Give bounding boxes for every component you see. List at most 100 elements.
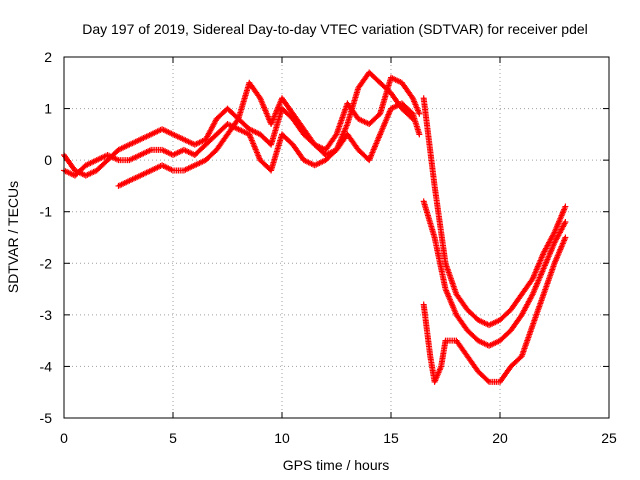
data-point-trail: [301, 127, 317, 147]
y-axis-label: SDTVAR / TECUs: [5, 181, 21, 293]
data-point-trail: [247, 126, 262, 137]
data-point-trail: [171, 132, 186, 142]
y-tick-labels: -5 -4 -3 -2 -1 0 1 2: [40, 49, 53, 426]
data-point-trail: [182, 147, 197, 158]
data-point-trail: [280, 106, 295, 121]
data-point-trail: [138, 147, 153, 158]
data-point-trail: [149, 163, 164, 173]
data-point-trail: [280, 132, 295, 147]
data-point-trail: [443, 287, 459, 317]
data-point-trail: [356, 70, 372, 90]
data-point-trail: [235, 81, 252, 121]
data-point-trail: [193, 137, 208, 147]
data-point-trail: [279, 96, 295, 116]
grid: [64, 57, 609, 418]
data-point-trail: [432, 364, 444, 384]
data-point-trail: [541, 241, 557, 270]
chart-title: Day 197 of 2019, Sidereal Day-to-day VTE…: [82, 21, 588, 37]
data-point-trail: [268, 132, 285, 172]
data-point-trail: [149, 126, 164, 137]
data-point-trail: [344, 86, 361, 126]
data-point-trail: [334, 101, 350, 136]
data-point-trail: [476, 369, 491, 384]
data-point-trail: [323, 132, 339, 152]
data-point-trail: [519, 323, 536, 358]
data-point-trail: [171, 147, 186, 158]
axis-ticks: [63, 56, 610, 419]
data-point-trail: [73, 163, 88, 178]
data-point-trail: [160, 163, 175, 173]
data-point-trail: [160, 147, 175, 158]
data-point-trail: [431, 184, 449, 265]
data-point-trail: [313, 157, 328, 168]
data-point-trail: [127, 137, 142, 147]
data-point-trail: [95, 152, 110, 163]
data-point-trail: [541, 230, 557, 255]
y-tick-label: -2: [40, 255, 53, 271]
x-tick-label: 25: [601, 430, 617, 446]
series-track-d: [420, 95, 569, 329]
data-point-trail: [324, 147, 338, 158]
data-point-trail: [508, 313, 524, 332]
x-tick-label: 20: [492, 430, 508, 446]
data-point-trail: [400, 101, 415, 116]
series-track-c: [115, 69, 416, 189]
data-point-trail: [193, 142, 208, 157]
data-point-trail: [378, 80, 393, 95]
data-point-trail: [84, 157, 99, 168]
data-point-trail: [367, 111, 382, 126]
data-point-trail: [290, 112, 306, 131]
data-point-trail: [509, 354, 524, 369]
data-point-trail: [487, 338, 502, 349]
data-point-trail: [290, 143, 306, 162]
data-point-trail: [443, 261, 459, 296]
data-point-trail: [476, 317, 491, 328]
data-point-trail: [541, 261, 557, 296]
data-point-trail: [203, 117, 219, 142]
data-point-trail: [94, 158, 110, 173]
data-point-trail: [487, 317, 502, 328]
data-point-trail: [465, 307, 480, 322]
data-point-trail: [127, 173, 142, 184]
data-point-trail: [61, 153, 77, 173]
data-point-trail: [552, 236, 568, 265]
x-tick-label: 10: [274, 430, 290, 446]
series-track-f: [420, 234, 569, 385]
series-track-e: [420, 198, 569, 349]
x-tick-labels: 0 5 10 15 20 25: [60, 430, 617, 446]
x-tick-label: 0: [60, 430, 68, 446]
y-tick-label: 1: [44, 101, 52, 117]
data-point-trail: [246, 132, 263, 162]
data-point-trail: [225, 117, 241, 136]
data-point-trail: [420, 303, 434, 358]
data-point-trail: [182, 137, 197, 147]
data-point-trail: [367, 70, 382, 85]
y-tick-label: -1: [40, 204, 53, 220]
data-point-trail: [389, 75, 404, 86]
plot-frame: [63, 56, 610, 419]
y-tick-label: 2: [44, 49, 52, 65]
data-point-trail: [530, 292, 547, 327]
x-tick-label: 5: [169, 430, 177, 446]
data-point-trail: [530, 251, 546, 281]
x-axis-label: GPS time / hours: [283, 457, 390, 473]
data-point-trail: [497, 364, 513, 384]
data-point-trail: [431, 236, 449, 291]
data-point-trail: [465, 354, 481, 374]
data-point-trail: [498, 328, 513, 343]
data-point-trail: [552, 205, 568, 234]
data-point-trail: [117, 178, 131, 189]
data-point-trail: [454, 313, 470, 332]
data-point-trail: [290, 117, 306, 136]
data-point-trail: [465, 328, 480, 343]
data-point-trail: [127, 152, 142, 163]
data-point-trail: [182, 163, 197, 173]
data-point: [416, 110, 423, 117]
data-point-trail: [454, 292, 470, 312]
data-point-trail: [377, 107, 394, 136]
series-track-a: [61, 74, 423, 179]
y-tick-label: -4: [40, 358, 53, 374]
y-tick-label: -3: [40, 307, 53, 323]
data-point-trail: [519, 277, 535, 296]
